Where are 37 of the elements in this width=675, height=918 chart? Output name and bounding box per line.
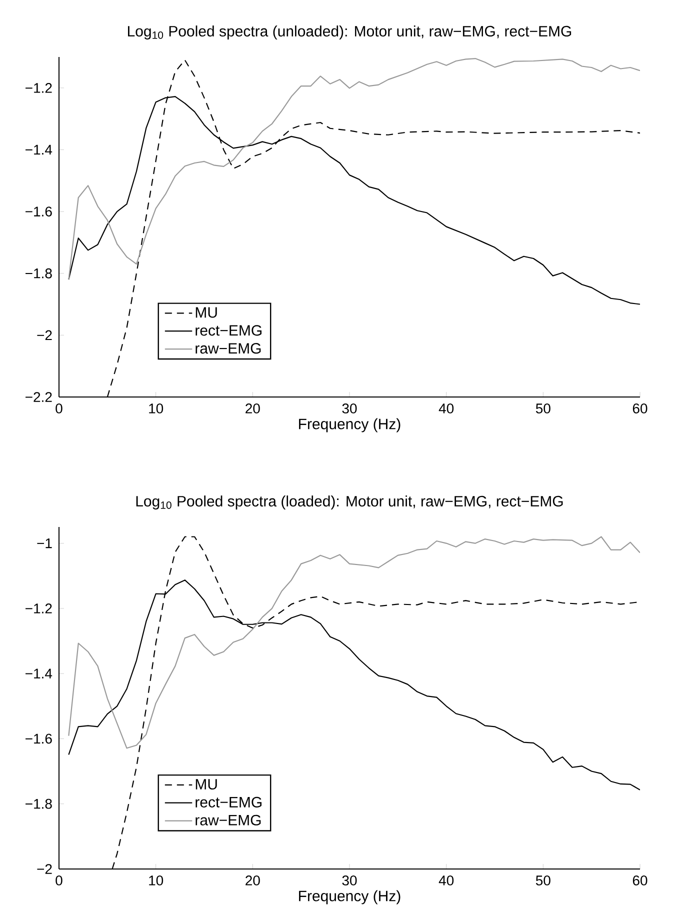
y-tick-label: −1 — [37, 538, 52, 548]
legend-label: rect−EMG — [196, 325, 262, 336]
x-tick-label: 60 — [632, 876, 648, 886]
legend-label: MU — [196, 307, 217, 318]
x-tick-label: 40 — [438, 876, 454, 886]
x-tick-label: 0 — [56, 876, 62, 886]
x-tick-label: 0 — [56, 404, 62, 414]
legend-label: raw−EMG — [196, 343, 261, 354]
x-tick-label: 40 — [438, 404, 454, 414]
y-tick-label: −1.8 — [26, 268, 52, 278]
x-tick-label: 30 — [342, 404, 357, 414]
x-tick-label: 50 — [536, 876, 550, 886]
x-axis-title: Frequency (Hz) — [299, 418, 400, 432]
y-tick-label: −1.2 — [26, 604, 52, 614]
x-tick-label: 20 — [246, 404, 260, 414]
y-tick-label: −2.2 — [26, 392, 52, 402]
x-tick-label: 20 — [246, 876, 260, 886]
x-axis-title: Frequency (Hz) — [299, 890, 400, 904]
y-tick-label: −1.4 — [26, 144, 52, 155]
y-tick-label: −1.6 — [26, 206, 52, 216]
y-tick-label: −1.4 — [26, 668, 52, 678]
chart-title: Log$_{10}$ Pooled spectra (unloaded): Motor unit, raw−EMG, rect−EMG — [128, 26, 572, 40]
x-tick-label: 60 — [632, 404, 648, 414]
chart-title: Log$_{10}$ Pooled spectra (loaded): Motor unit, raw−EMG, rect−EMG — [136, 496, 563, 510]
y-tick-label: −1.2 — [26, 83, 52, 93]
y-tick-label: −2 — [37, 864, 52, 874]
x-tick-label: 10 — [149, 404, 164, 414]
y-tick-label: −1.8 — [26, 798, 52, 809]
line-series — [68, 58, 640, 280]
y-tick-label: −2 — [37, 330, 52, 340]
legend-label: raw−EMG — [196, 814, 261, 826]
x-tick-label: 30 — [342, 876, 357, 886]
y-tick-label: −1.6 — [26, 734, 52, 744]
x-tick-label: 50 — [536, 404, 550, 414]
x-tick-label: 10 — [149, 876, 164, 886]
legend-label: MU — [196, 779, 217, 790]
legend-label: rect−EMG — [196, 796, 262, 808]
